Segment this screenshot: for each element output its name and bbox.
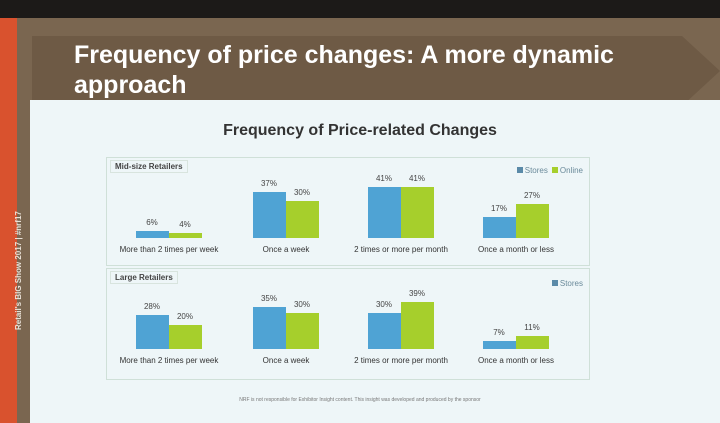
category-label: Once a week xyxy=(262,356,310,365)
data-label: 41% xyxy=(408,173,425,183)
bar-stores xyxy=(136,230,169,238)
bar-stores xyxy=(483,216,516,238)
footer-disclaimer: NRF is not responsible for Exhibitor Ins… xyxy=(239,397,481,403)
bar-stores xyxy=(253,307,286,349)
bar-stores xyxy=(483,340,516,349)
panel-large: Large Retailers Stores 28% 20% More than 2 t… xyxy=(106,268,590,380)
category-label: More than 2 times per week xyxy=(119,245,219,254)
category-label: Once a month or less xyxy=(477,245,555,254)
data-label: 30% xyxy=(375,300,392,309)
bar-stores xyxy=(253,191,286,238)
panel-mid-size: Mid-size Retailers Stores Online 6% 4% More t… xyxy=(106,157,590,266)
data-label: 39% xyxy=(408,289,425,299)
title-line-2: approach xyxy=(74,71,187,99)
legend-label: Stores xyxy=(559,279,583,288)
slide-title: Frequency of price changes: A more dynam… xyxy=(74,40,614,100)
data-label: 35% xyxy=(260,294,277,303)
panel-label: Large Retailers xyxy=(110,271,178,284)
category-label: More than 2 times per week xyxy=(119,356,219,365)
bar-online xyxy=(169,233,202,238)
side-event-text: Retail's BIG Show 2017 | #nrf17 xyxy=(14,211,23,330)
legend-label: Online xyxy=(559,166,583,175)
data-label: 28% xyxy=(143,302,160,312)
bar-online xyxy=(401,302,434,349)
bar-online xyxy=(286,200,319,238)
data-label: 17% xyxy=(490,203,507,213)
legend-swatch xyxy=(516,167,523,173)
bar-stores xyxy=(368,313,401,349)
title-banner xyxy=(32,36,682,106)
data-label: 37% xyxy=(260,178,277,188)
category-label: Once a month or less xyxy=(477,356,555,365)
bar-stores xyxy=(136,315,169,349)
banner-arrow xyxy=(682,36,720,106)
legend-swatch xyxy=(551,167,558,173)
category-label: 2 times or more per month xyxy=(354,356,448,365)
data-label: 27% xyxy=(523,191,540,201)
data-label: 30% xyxy=(293,300,310,309)
data-label: 6% xyxy=(146,217,158,227)
panel-label: Mid-size Retailers xyxy=(110,160,188,173)
bar-stores xyxy=(368,186,401,238)
legend-swatch xyxy=(551,280,558,286)
slide-body xyxy=(30,100,720,423)
legend-label: Stores xyxy=(524,166,548,175)
category-label: 2 times or more per month xyxy=(354,245,448,254)
data-label: 20% xyxy=(176,312,193,321)
data-label: 4% xyxy=(179,220,191,229)
orange-strip xyxy=(0,18,17,423)
data-label: 41% xyxy=(375,173,392,183)
category-label: Once a week xyxy=(262,245,310,254)
data-label: 30% xyxy=(293,187,310,197)
data-label: 11% xyxy=(524,322,540,332)
data-label: 7% xyxy=(493,327,505,337)
bar-online xyxy=(169,325,202,349)
chart-title: Frequency of Price-related Changes xyxy=(223,122,497,139)
bar-online xyxy=(516,204,549,238)
title-line-1: Frequency of price changes: A more dynam… xyxy=(74,41,614,69)
bar-online xyxy=(516,335,549,349)
legend: Stores xyxy=(548,279,583,288)
bar-online xyxy=(286,313,319,349)
bar-online xyxy=(401,186,434,238)
legend: Stores Online xyxy=(513,166,583,175)
